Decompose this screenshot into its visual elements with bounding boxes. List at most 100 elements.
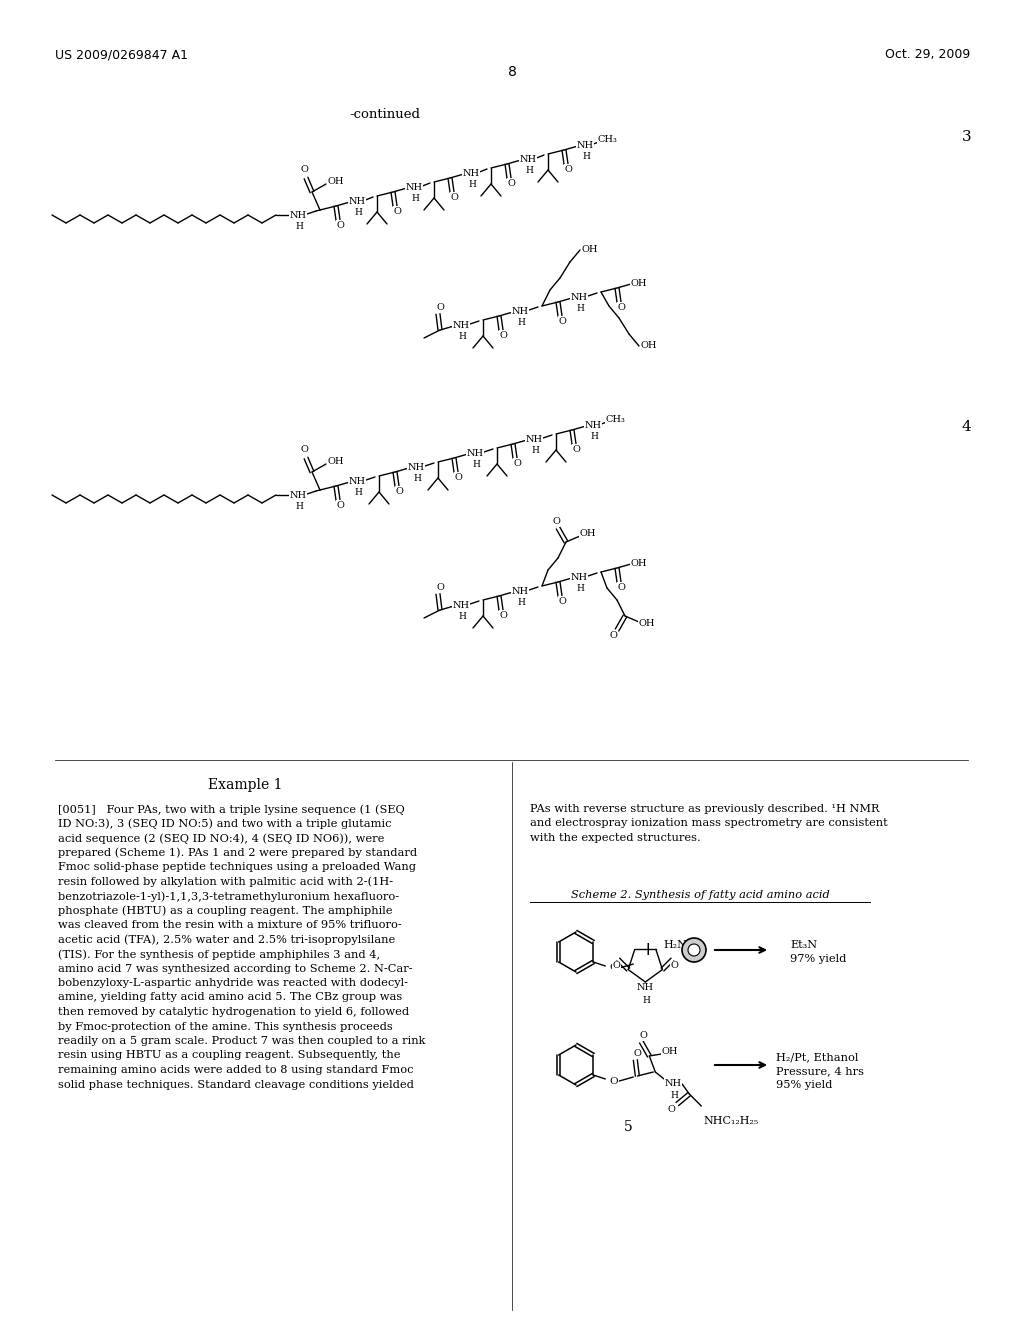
Text: NH: NH (637, 983, 654, 993)
Text: remaining amino acids were added to 8 using standard Fmoc: remaining amino acids were added to 8 us… (58, 1065, 414, 1074)
Circle shape (688, 944, 700, 956)
Circle shape (682, 939, 706, 962)
Text: H: H (582, 152, 590, 161)
Text: acetic acid (TFA), 2.5% water and 2.5% tri-isopropylsilane: acetic acid (TFA), 2.5% water and 2.5% t… (58, 935, 395, 945)
Text: NH: NH (348, 477, 366, 486)
Text: -continued: -continued (349, 108, 421, 121)
Text: O: O (499, 610, 507, 619)
Text: OH: OH (631, 558, 647, 568)
Text: NH: NH (511, 306, 528, 315)
Text: amine, yielding fatty acid amino acid 5. The CBz group was: amine, yielding fatty acid amino acid 5.… (58, 993, 402, 1002)
Text: H: H (517, 318, 525, 327)
Text: NH: NH (290, 211, 306, 220)
Text: H: H (671, 1092, 678, 1100)
Text: H: H (354, 488, 361, 498)
Text: amino acid 7 was synthesized according to Scheme 2. N-Car-: amino acid 7 was synthesized according t… (58, 964, 413, 974)
Text: H: H (411, 194, 419, 203)
Text: O: O (612, 961, 621, 970)
Text: H: H (413, 474, 421, 483)
Text: NH: NH (408, 462, 425, 471)
Text: NH: NH (577, 140, 594, 149)
Text: O: O (668, 1106, 675, 1114)
Text: O: O (336, 500, 344, 510)
Text: O: O (436, 304, 444, 313)
Text: NH: NH (585, 421, 601, 429)
Text: NH: NH (453, 601, 470, 610)
Text: CH₃: CH₃ (597, 136, 616, 144)
Text: NH: NH (665, 1078, 682, 1088)
Text: Oct. 29, 2009: Oct. 29, 2009 (885, 48, 970, 61)
Text: then removed by catalytic hydrogenation to yield 6, followed: then removed by catalytic hydrogenation … (58, 1007, 410, 1016)
Text: H: H (577, 304, 584, 313)
Text: H: H (458, 612, 466, 620)
Text: O: O (617, 582, 625, 591)
Text: O: O (499, 330, 507, 339)
Text: resin using HBTU as a coupling reagent. Subsequently, the: resin using HBTU as a coupling reagent. … (58, 1051, 400, 1060)
Text: NH: NH (570, 293, 588, 301)
Text: (TIS). For the synthesis of peptide amphiphiles 3 and 4,: (TIS). For the synthesis of peptide amph… (58, 949, 380, 960)
Text: O: O (609, 964, 617, 973)
Text: solid phase techniques. Standard cleavage conditions yielded: solid phase techniques. Standard cleavag… (58, 1080, 414, 1089)
Text: O: O (454, 473, 462, 482)
Text: Fmoc solid-phase peptide techniques using a preloaded Wang: Fmoc solid-phase peptide techniques usin… (58, 862, 416, 873)
Text: H: H (472, 459, 480, 469)
Text: H₂/Pt, Ethanol: H₂/Pt, Ethanol (776, 1052, 858, 1063)
Text: O: O (552, 517, 560, 527)
Text: 4: 4 (962, 420, 972, 434)
Text: O: O (336, 220, 344, 230)
Text: US 2009/0269847 A1: US 2009/0269847 A1 (55, 48, 188, 61)
Text: OH: OH (582, 246, 598, 255)
Text: by Fmoc-protection of the amine. This synthesis proceeds: by Fmoc-protection of the amine. This sy… (58, 1022, 393, 1031)
Text: H₂N: H₂N (663, 940, 687, 950)
Text: Example 1: Example 1 (208, 777, 283, 792)
Text: NH: NH (453, 321, 470, 330)
Text: phosphate (HBTU) as a coupling reagent. The amphiphile: phosphate (HBTU) as a coupling reagent. … (58, 906, 392, 916)
Text: H: H (468, 180, 476, 189)
Text: H: H (458, 333, 466, 341)
Text: H: H (531, 446, 539, 455)
Text: OH: OH (580, 529, 596, 539)
Text: NH: NH (290, 491, 306, 500)
Text: O: O (393, 206, 401, 215)
Text: OH: OH (328, 458, 344, 466)
Text: 95% yield: 95% yield (776, 1080, 833, 1090)
Text: H: H (354, 209, 361, 216)
Text: O: O (634, 1049, 641, 1059)
Text: O: O (513, 458, 521, 467)
Text: OH: OH (641, 342, 657, 351)
Text: readily on a 5 gram scale. Product 7 was then coupled to a rink: readily on a 5 gram scale. Product 7 was… (58, 1036, 425, 1045)
Text: 5: 5 (624, 1119, 633, 1134)
Text: and electrospray ionization mass spectrometry are consistent: and electrospray ionization mass spectro… (530, 818, 888, 829)
Text: OH: OH (631, 279, 647, 288)
Text: H: H (295, 222, 303, 231)
Text: O: O (436, 583, 444, 593)
Text: with the expected structures.: with the expected structures. (530, 833, 700, 843)
Text: O: O (564, 165, 572, 173)
Text: O: O (300, 446, 308, 454)
Text: CH₃: CH₃ (605, 416, 625, 425)
Text: O: O (395, 487, 402, 495)
Text: H: H (295, 502, 303, 511)
Text: H: H (517, 598, 525, 607)
Text: O: O (609, 631, 616, 640)
Text: OH: OH (328, 177, 344, 186)
Text: PAs with reverse structure as previously described. ¹H NMR: PAs with reverse structure as previously… (530, 804, 880, 814)
Text: O: O (609, 1077, 617, 1085)
Text: ID NO:3), 3 (SEQ ID NO:5) and two with a triple glutamic: ID NO:3), 3 (SEQ ID NO:5) and two with a… (58, 818, 391, 829)
Text: O: O (507, 178, 515, 187)
Text: NH: NH (463, 169, 479, 177)
Text: NH: NH (511, 586, 528, 595)
Text: O: O (572, 445, 580, 454)
Text: NHC₁₂H₂₅: NHC₁₂H₂₅ (703, 1115, 759, 1126)
Text: 3: 3 (962, 129, 972, 144)
Text: Pressure, 4 hrs: Pressure, 4 hrs (776, 1067, 864, 1076)
Text: O: O (617, 302, 625, 312)
Text: NH: NH (467, 449, 483, 458)
Text: NH: NH (519, 154, 537, 164)
Text: H: H (577, 583, 584, 593)
Text: NH: NH (406, 182, 423, 191)
Text: NH: NH (570, 573, 588, 582)
Text: benzotriazole-1-yl)-1,1,3,3-tetramethyluronium hexafluoro-: benzotriazole-1-yl)-1,1,3,3-tetramethylu… (58, 891, 399, 902)
Text: was cleaved from the resin with a mixture of 95% trifluoro-: was cleaved from the resin with a mixtur… (58, 920, 401, 931)
Text: NH: NH (525, 434, 543, 444)
